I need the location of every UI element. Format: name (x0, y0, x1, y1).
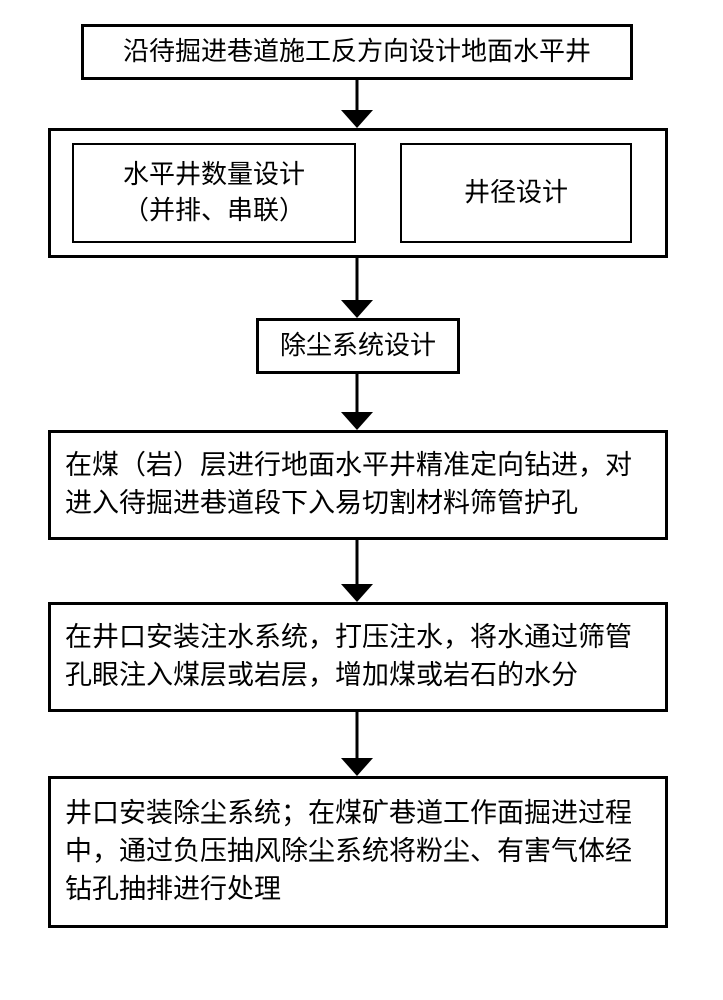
step-text: 沿待掘进巷道施工反方向设计地面水平井 (84, 34, 630, 70)
step-design-horizontal-well: 沿待掘进巷道施工反方向设计地面水平井 (81, 24, 633, 80)
flow-arrow (341, 374, 373, 430)
step-water-injection: 在井口安装注水系统，打压注水，将水通过筛管孔眼注入煤层或岩层，增加煤或岩石的水分 (48, 602, 668, 712)
step-well-diameter-design: 井径设计 (400, 143, 632, 243)
flow-arrow (341, 258, 373, 318)
step-well-count-design: 水平井数量设计（并排、串联） (72, 143, 356, 243)
step-dust-extraction: 井口安装除尘系统；在煤矿巷道工作面掘进过程中，通过负压抽风除尘系统将粉尘、有害气… (48, 776, 668, 928)
step-text: 水平井数量设计（并排、串联） (74, 157, 354, 230)
step-text: 在井口安装注水系统，打压注水，将水通过筛管孔眼注入煤层或岩层，增加煤或岩石的水分 (51, 619, 665, 695)
flow-arrow (341, 80, 373, 128)
step-text: 除尘系统设计 (259, 328, 457, 364)
step-text: 在煤（岩）层进行地面水平井精准定向钻进，对进入待掘进巷道段下入易切割材料筛管护孔 (51, 447, 665, 523)
flow-arrow (341, 712, 373, 776)
step-dust-system-design: 除尘系统设计 (256, 318, 460, 374)
step-directional-drilling: 在煤（岩）层进行地面水平井精准定向钻进，对进入待掘进巷道段下入易切割材料筛管护孔 (48, 430, 668, 540)
flow-arrow (341, 540, 373, 602)
step-text: 井径设计 (402, 175, 630, 211)
step-text: 井口安装除尘系统；在煤矿巷道工作面掘进过程中，通过负压抽风除尘系统将粉尘、有害气… (51, 795, 665, 908)
flowchart-canvas: 沿待掘进巷道施工反方向设计地面水平井 水平井数量设计（并排、串联） 井径设计 除… (0, 0, 723, 1000)
